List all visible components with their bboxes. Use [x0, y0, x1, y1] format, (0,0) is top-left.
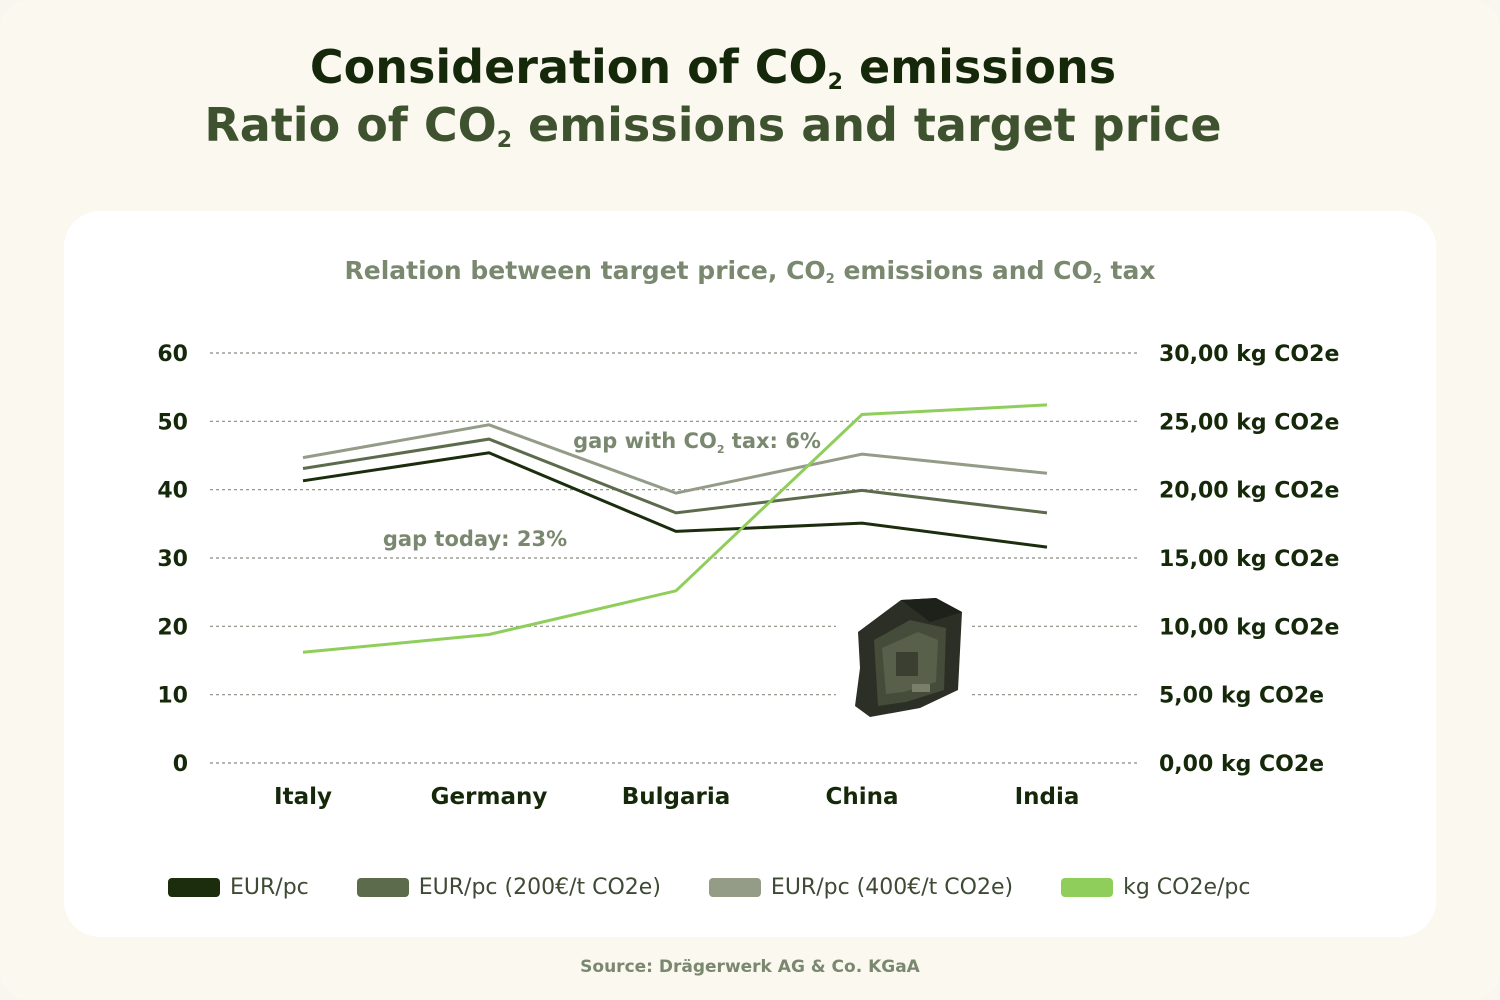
y-right-tick-label: 5,00 kg CO2e: [1159, 684, 1324, 709]
chart-title: Relation between target price, CO2 emiss…: [344, 256, 1156, 287]
series-line-eur-pc-400-t-co2e: [302, 423, 1048, 495]
y-left-tick-label: 10: [157, 684, 188, 709]
legend-swatch-eur: [168, 877, 220, 897]
legend-item-kg: kg CO2e/pc: [1061, 875, 1250, 900]
page-title: Consideration of CO2 emissions: [309, 40, 1117, 95]
legend-label-eur-400: EUR/pc (400€/t CO2e): [770, 874, 1014, 900]
chart-legend: EUR/pc EUR/pc (200€/t CO2e) EUR/pc (400€…: [168, 872, 1298, 902]
series-line-eur-pc: [302, 451, 1048, 549]
source-note: Source: Drägerwerk AG & Co. KGaA: [580, 957, 920, 977]
chart-card: [64, 211, 1436, 937]
legend-item-eur: EUR/pc: [168, 875, 309, 900]
y-left-tick-label: 20: [157, 615, 188, 640]
gap-with-tax-annotation: gap with CO2 tax: 6%: [573, 429, 821, 456]
x-tick-label: Germany: [431, 784, 548, 810]
gap-today-annotation: gap today: 23%: [383, 527, 567, 551]
y-left-tick-label: 60: [157, 342, 188, 367]
legend-item-eur-200: EUR/pc (200€/t CO2e): [356, 874, 661, 900]
x-tick-label: India: [1015, 784, 1080, 810]
series-line-eur-pc-200-t-co2e: [302, 437, 1048, 515]
legend-label-eur: EUR/pc: [230, 874, 309, 900]
legend-item-eur-400: EUR/pc (400€/t CO2e): [708, 874, 1014, 900]
y-left-tick-label: 40: [157, 479, 188, 504]
page-subtitle: Ratio of CO2 emissions and target price: [204, 98, 1222, 153]
legend-swatch-eur-200: [356, 877, 409, 897]
legend-swatch-kg: [1061, 877, 1114, 897]
y-right-tick-label: 20,00 kg CO2e: [1159, 479, 1339, 504]
product-image: [836, 592, 972, 722]
legend-swatch-eur-400: [708, 877, 761, 897]
series-line-kg-co2e-pc: [302, 403, 1048, 654]
legend-label-eur-200: EUR/pc (200€/t CO2e): [418, 874, 661, 900]
y-right-tick-label: 30,00 kg CO2e: [1159, 342, 1339, 367]
y-left-tick-label: 50: [157, 410, 188, 435]
legend-label-kg: kg CO2e/pc: [1123, 874, 1251, 900]
y-left-tick-label: 30: [157, 547, 188, 572]
y-right-tick-label: 10,00 kg CO2e: [1159, 615, 1339, 640]
x-tick-label: Bulgaria: [622, 784, 731, 810]
x-tick-label: Italy: [274, 784, 332, 810]
y-right-tick-label: 0,00 kg CO2e: [1159, 752, 1324, 777]
y-right-tick-label: 15,00 kg CO2e: [1159, 547, 1339, 572]
y-left-tick-label: 0: [173, 752, 188, 777]
x-tick-label: China: [825, 784, 898, 810]
y-right-tick-label: 25,00 kg CO2e: [1159, 410, 1339, 435]
